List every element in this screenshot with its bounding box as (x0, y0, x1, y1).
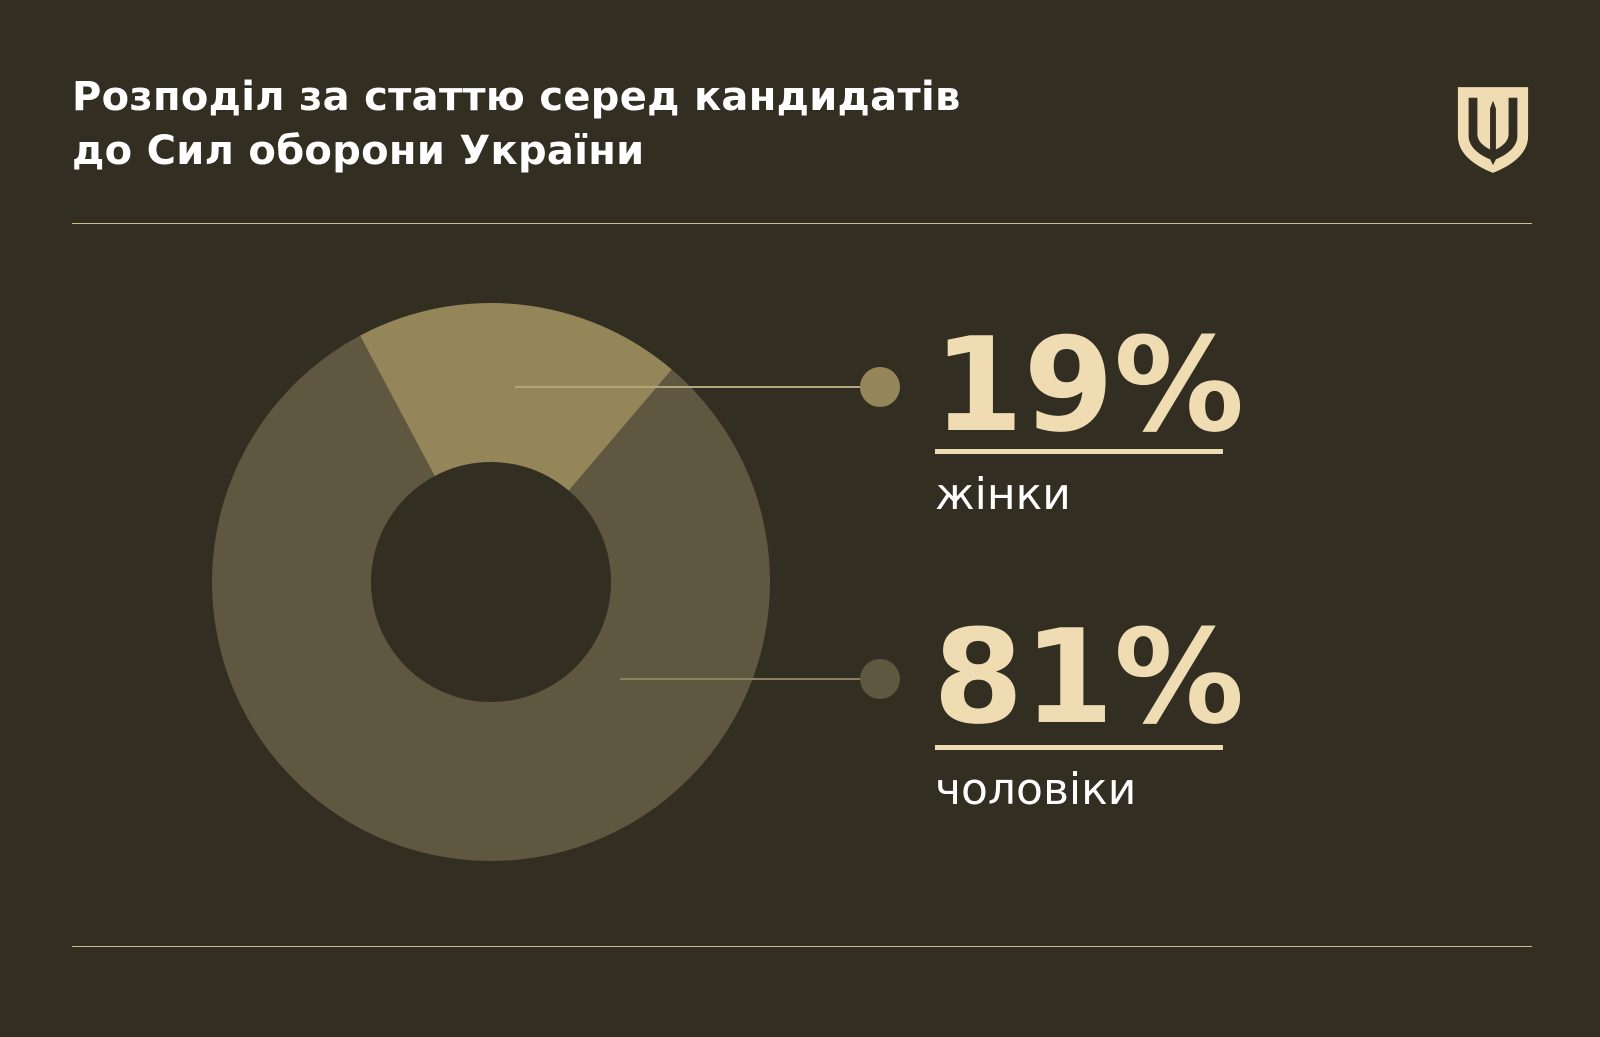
page-title: Розподіл за статтю серед кандидатів до С… (72, 70, 961, 178)
women-value: 19% (933, 309, 1244, 461)
bottom-divider (72, 946, 1532, 947)
men-legend-dot (860, 659, 900, 699)
slice-women (360, 303, 672, 582)
men-underline (935, 745, 1223, 750)
title-line-2: до Сил оборони України (72, 128, 645, 174)
men-label: чоловіки (935, 764, 1136, 815)
title-line-1: Розподіл за статтю серед кандидатів (72, 74, 961, 120)
top-divider (72, 223, 1532, 224)
women-label: жінки (935, 469, 1071, 520)
women-legend-dot (860, 367, 900, 407)
women-underline (935, 449, 1223, 454)
trident-shield-icon (1457, 87, 1529, 173)
men-value: 81% (933, 601, 1244, 753)
donut-hole (371, 462, 611, 702)
